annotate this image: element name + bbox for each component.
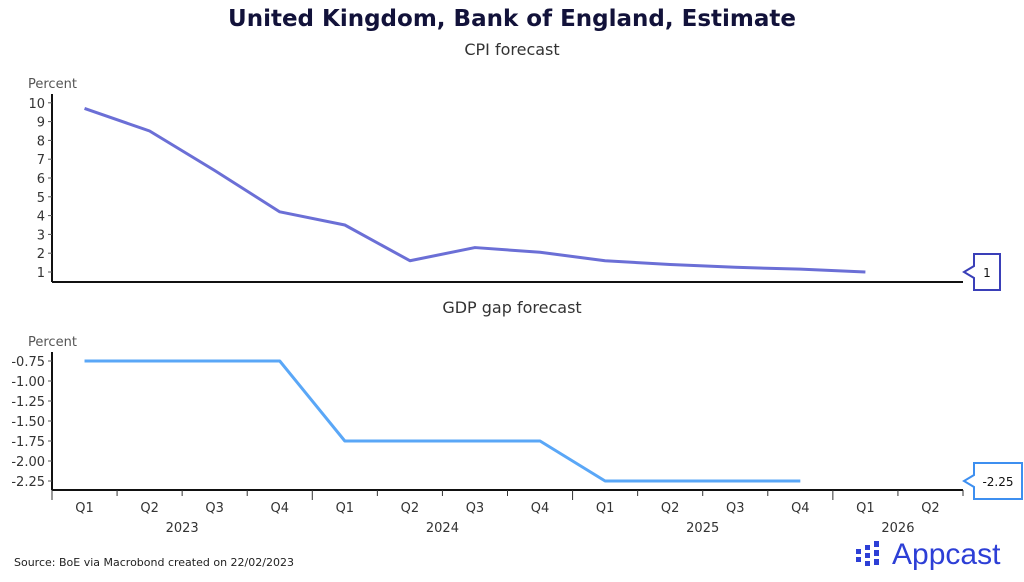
x-tick-label: Q2 (401, 501, 420, 516)
x-tick-label: Q4 (270, 501, 289, 516)
y-tick-label: 5 (37, 191, 45, 206)
appcast-logo-icon (856, 541, 879, 566)
source-note: Source: BoE via Macrobond created on 22/… (14, 556, 294, 569)
last-value-label: 1 (983, 266, 991, 280)
last-value-box (962, 462, 1023, 500)
x-tick-label: Q3 (726, 501, 745, 516)
cpi-subtitle: CPI forecast (464, 40, 560, 59)
y-tick-label: 2 (37, 247, 45, 262)
logo-text: Appcast (892, 538, 1001, 571)
y-tick-label: 8 (37, 134, 45, 149)
x-tick-label: Q4 (791, 501, 810, 516)
y-tick-label: 4 (37, 210, 45, 225)
y-tick-label: 1 (37, 266, 45, 281)
x-tick-label: Q1 (75, 501, 94, 516)
series-line (84, 359, 801, 483)
chart-title: United Kingdom, Bank of England, Estimat… (228, 6, 796, 32)
y-tick-label: -1.75 (11, 435, 45, 450)
gdp-subtitle: GDP gap forecast (442, 298, 582, 317)
x-tick-label: Q4 (531, 501, 550, 516)
y-tick-label: 6 (37, 172, 45, 187)
y-tick-label: 9 (37, 116, 45, 131)
y-tick-label: 3 (37, 228, 45, 243)
y-tick-label: -1.25 (11, 395, 45, 410)
x-year-label: 2023 (166, 521, 199, 536)
x-tick-label: Q1 (336, 501, 355, 516)
x-tick-label: Q2 (661, 501, 680, 516)
last-value-label: -2.25 (982, 475, 1013, 489)
x-tick-label: Q1 (596, 501, 615, 516)
x-tick-label: Q3 (205, 501, 224, 516)
x-tick-label: Q2 (921, 501, 940, 516)
appcast-logo: Appcast (856, 538, 1000, 572)
y-axis-label: Percent (28, 77, 77, 92)
x-year-label: 2024 (426, 521, 459, 536)
y-tick-label: -2.25 (11, 475, 45, 490)
y-tick-label: 7 (37, 153, 45, 168)
x-year-label: 2026 (881, 521, 914, 536)
x-tick-label: Q1 (856, 501, 875, 516)
x-tick-label: Q3 (466, 501, 485, 516)
x-year-label: 2025 (686, 521, 719, 536)
x-tick-label: Q2 (140, 501, 159, 516)
y-tick-label: -0.75 (11, 355, 45, 370)
y-tick-label: -2.00 (11, 455, 45, 470)
y-tick-label: 10 (28, 97, 45, 112)
y-tick-label: -1.00 (11, 375, 45, 390)
y-axis-label: Percent (28, 335, 77, 350)
y-tick-label: -1.50 (11, 415, 45, 430)
last-value-box (962, 253, 1001, 291)
